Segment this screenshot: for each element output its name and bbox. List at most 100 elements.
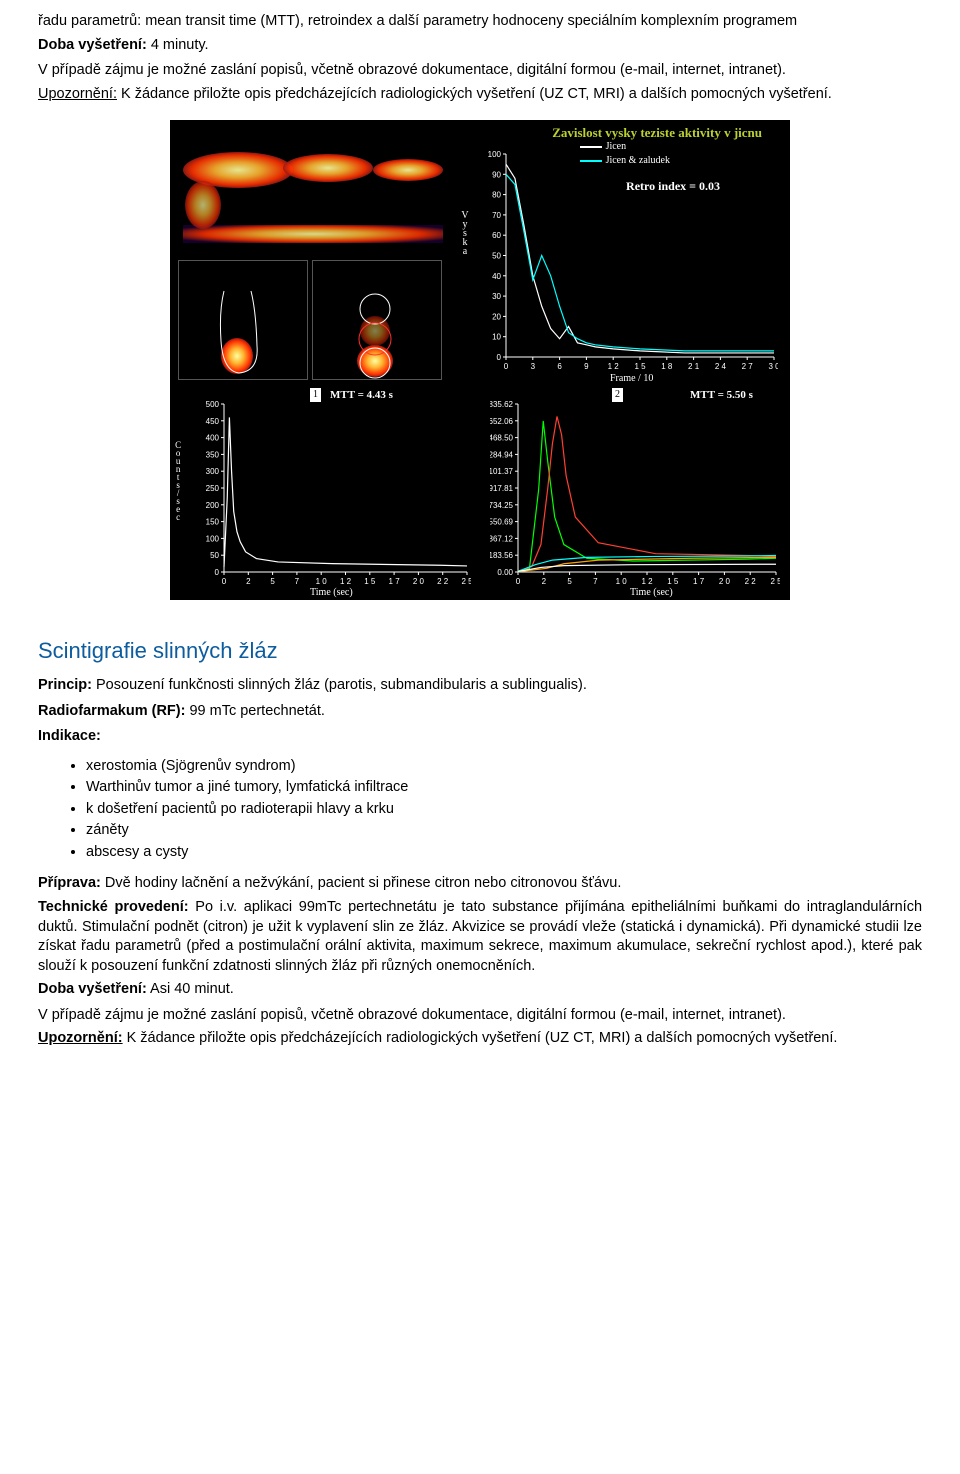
doba2-line: Doba vyšetření: Asi 40 minut. <box>38 980 922 1000</box>
svg-text:1 2: 1 2 <box>641 577 653 586</box>
svg-text:0: 0 <box>504 362 509 371</box>
rf-line: Radiofarmakum (RF): 99 mTc pertechnetát. <box>38 702 922 722</box>
scan-roi-panel-2 <box>312 260 442 380</box>
svg-text:80: 80 <box>492 191 501 200</box>
svg-text:100: 100 <box>206 535 220 544</box>
topright-chart: 0 10 20 30 40 50 60 70 80 90 100 0 <box>478 150 778 375</box>
svg-text:0: 0 <box>215 568 220 577</box>
svg-text:400: 400 <box>206 434 220 443</box>
svg-text:3: 3 <box>531 362 536 371</box>
bl-xlabel: Time (sec) <box>310 586 353 600</box>
svg-text:350: 350 <box>206 451 220 460</box>
figure-title: Zavislost vysky teziste aktivity v jicnu <box>552 124 762 142</box>
svg-text:734.25: 734.25 <box>490 501 514 510</box>
princip-text: Posouzení funkčnosti slinných žláz (paro… <box>92 677 587 693</box>
svg-text:10: 10 <box>492 333 501 342</box>
svg-text:2 0: 2 0 <box>413 577 425 586</box>
intro-doba: Doba vyšetření: 4 minuty. <box>38 36 922 56</box>
bottomleft-chart: 0 50 100 150 200 250 300 350 400 450 500… <box>196 400 471 590</box>
svg-text:1 2: 1 2 <box>608 362 620 371</box>
indikace-item: xerostomia (Sjögrenův syndrom) <box>86 757 922 777</box>
svg-text:150: 150 <box>206 518 220 527</box>
svg-text:300: 300 <box>206 467 220 476</box>
svg-text:1 5: 1 5 <box>634 362 646 371</box>
svg-text:5: 5 <box>567 577 572 586</box>
svg-text:50: 50 <box>492 252 501 261</box>
svg-text:1 8: 1 8 <box>661 362 673 371</box>
svg-text:6: 6 <box>557 362 562 371</box>
indikace-item: záněty <box>86 821 922 841</box>
svg-text:2 5: 2 5 <box>461 577 471 586</box>
princip-label: Princip: <box>38 677 92 693</box>
svg-text:3 0: 3 0 <box>768 362 778 371</box>
intro-para-mtt: řadu parametrů: mean transit time (MTT),… <box>38 12 922 32</box>
indikace-label: Indikace: <box>38 727 922 747</box>
topright-xlabel: Frame / 10 <box>610 372 653 386</box>
svg-text:7: 7 <box>295 577 300 586</box>
princip-line: Princip: Posouzení funkčnosti slinných ž… <box>38 676 922 696</box>
svg-text:50: 50 <box>210 551 219 560</box>
doba2-label: Doba vyšetření: <box>38 981 147 997</box>
svg-text:5: 5 <box>270 577 275 586</box>
svg-text:2 0: 2 0 <box>719 577 731 586</box>
svg-text:0: 0 <box>222 577 227 586</box>
doba-label: Doba vyšetření: <box>38 37 147 53</box>
tech-label: Technické provedení: <box>38 899 189 915</box>
svg-text:1 7: 1 7 <box>693 577 705 586</box>
nuclear-scan-figure: Zavislost vysky teziste aktivity v jicnu… <box>170 120 790 600</box>
indikace-list: xerostomia (Sjögrenův syndrom)Warthinův … <box>86 757 922 863</box>
br-xlabel: Time (sec) <box>630 586 673 600</box>
tech-line: Technické provedení: Po i.v. aplikaci 99… <box>38 898 922 976</box>
indikace-item: abscesy a cysty <box>86 843 922 863</box>
bottomright-chart: 0.00 183.56 367.12 550.69 734.25 917.81 … <box>490 400 780 590</box>
svg-text:2 7: 2 7 <box>742 362 754 371</box>
doba-value: 4 minuty. <box>147 37 209 53</box>
svg-text:70: 70 <box>492 211 501 220</box>
svg-text:200: 200 <box>206 501 220 510</box>
svg-text:0: 0 <box>497 353 502 362</box>
svg-text:0.00: 0.00 <box>497 568 513 577</box>
svg-text:1101.37: 1101.37 <box>490 467 514 476</box>
intro-para-distrib: V případě zájmu je možné zaslání popisů,… <box>38 61 922 81</box>
priprava-label: Příprava: <box>38 875 101 891</box>
svg-text:1652.06: 1652.06 <box>490 417 514 426</box>
svg-text:2 2: 2 2 <box>437 577 449 586</box>
scan-roi-panel-1 <box>178 260 308 380</box>
svg-text:0: 0 <box>516 577 521 586</box>
rf-label: Radiofarmakum (RF): <box>38 703 185 719</box>
section-heading: Scintigrafie slinných žláz <box>38 636 922 666</box>
upoz-text: K žádance přiložte opis předcházejících … <box>117 86 832 102</box>
svg-text:450: 450 <box>206 417 220 426</box>
svg-text:1 5: 1 5 <box>364 577 376 586</box>
svg-text:20: 20 <box>492 313 501 322</box>
svg-text:1 0: 1 0 <box>616 577 628 586</box>
svg-text:7: 7 <box>593 577 598 586</box>
upoz2-line: Upozornění: K žádance přiložte opis před… <box>38 1029 922 1049</box>
svg-text:30: 30 <box>492 292 501 301</box>
svg-text:1 7: 1 7 <box>389 577 401 586</box>
upoz2-text: K žádance přiložte opis předcházejících … <box>123 1030 838 1046</box>
svg-text:1 0: 1 0 <box>316 577 328 586</box>
upoz2-label: Upozornění: <box>38 1030 123 1046</box>
upoz-label: Upozornění: <box>38 86 117 102</box>
svg-text:183.56: 183.56 <box>490 551 514 560</box>
svg-text:1284.94: 1284.94 <box>490 451 514 460</box>
svg-text:100: 100 <box>488 150 502 159</box>
svg-text:1 2: 1 2 <box>340 577 352 586</box>
svg-text:250: 250 <box>206 484 220 493</box>
svg-text:1468.50: 1468.50 <box>490 434 514 443</box>
svg-text:9: 9 <box>584 362 589 371</box>
svg-text:2 4: 2 4 <box>715 362 727 371</box>
svg-text:40: 40 <box>492 272 501 281</box>
svg-text:550.69: 550.69 <box>490 518 514 527</box>
svg-text:90: 90 <box>492 171 501 180</box>
intro-upoz: Upozornění: K žádance přiložte opis před… <box>38 85 922 105</box>
doba2-text: Asi 40 minut. <box>147 981 234 997</box>
svg-text:917.81: 917.81 <box>490 484 514 493</box>
svg-text:2 1: 2 1 <box>688 362 700 371</box>
svg-text:2: 2 <box>542 577 547 586</box>
priprava-text: Dvě hodiny lačnění a nežvýkání, pacient … <box>101 875 622 891</box>
svg-text:367.12: 367.12 <box>490 535 514 544</box>
svg-text:1835.62: 1835.62 <box>490 400 514 409</box>
rf-text: 99 mTc pertechnetát. <box>185 703 324 719</box>
